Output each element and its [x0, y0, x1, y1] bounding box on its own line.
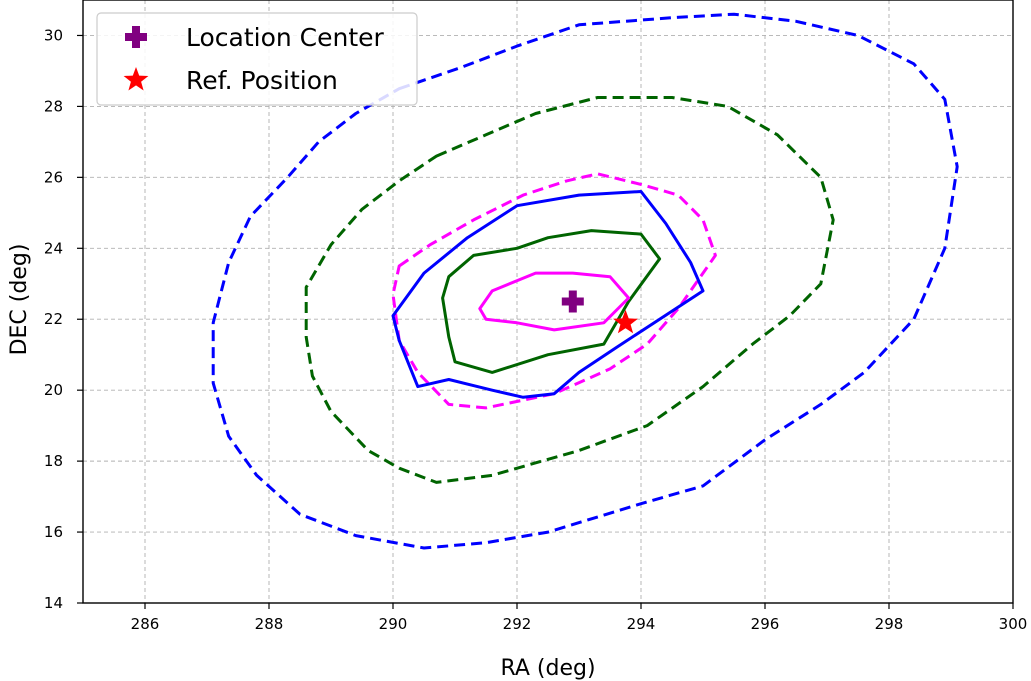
y-tick-label: 24	[44, 239, 63, 257]
x-tick-label: 300	[999, 615, 1028, 633]
x-tick-label: 298	[875, 615, 904, 633]
legend-label-location-center: Location Center	[186, 23, 385, 52]
x-tick-label: 294	[627, 615, 656, 633]
ref-position-marker	[613, 309, 638, 334]
y-tick-label: 26	[44, 168, 63, 186]
y-tick-label: 16	[44, 523, 63, 541]
x-tick-label: 290	[379, 615, 408, 633]
contour-line-3	[391, 172, 717, 410]
axis-ticks: 286 288 290 292 294 296 298 300 14 16 18 20 22 24 26 28…	[44, 26, 1027, 633]
legend-ref-position-icon	[123, 67, 149, 91]
x-tick-label: 292	[503, 615, 532, 633]
contour-line-4	[391, 190, 705, 399]
y-tick-label: 14	[44, 594, 63, 612]
contour-line-6	[478, 271, 631, 332]
x-tick-label: 286	[131, 615, 160, 633]
point-markers	[561, 290, 638, 334]
legend-box	[96, 12, 418, 106]
y-tick-label: 28	[44, 97, 63, 115]
legend-marker-shape	[123, 67, 149, 91]
contour-line-5	[441, 229, 662, 374]
y-tick-label: 22	[44, 310, 63, 328]
legend-marker-shape	[125, 26, 147, 48]
x-tick-label: 296	[751, 615, 780, 633]
contour-lines	[211, 12, 959, 550]
contour-line-1	[211, 12, 959, 550]
legend: Location Center Ref. Position	[96, 12, 418, 106]
y-axis-label: DEC (deg)	[7, 244, 32, 356]
plot-frame	[82, 0, 1014, 604]
x-tick-label: 288	[255, 615, 284, 633]
contour-line-2	[304, 96, 835, 484]
y-tick-label: 20	[44, 381, 63, 399]
legend-location-center-icon	[125, 26, 147, 48]
y-tick-label: 18	[44, 452, 63, 470]
legend-label-ref-position: Ref. Position	[186, 66, 338, 95]
y-tick-label: 30	[44, 26, 63, 44]
x-axis-label: RA (deg)	[500, 656, 595, 681]
location-center-marker	[561, 290, 584, 313]
